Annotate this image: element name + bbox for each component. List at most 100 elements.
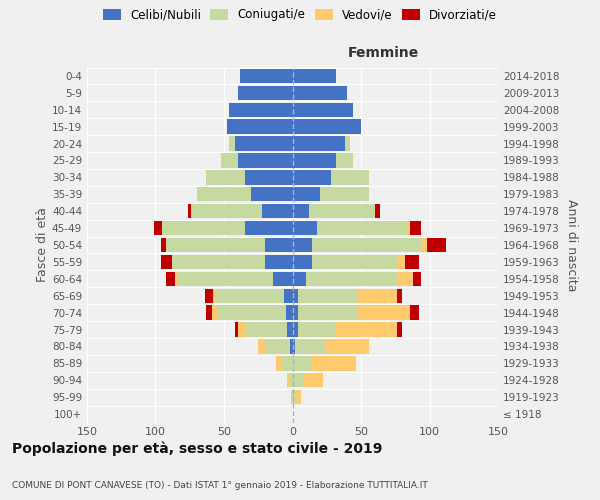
Bar [235, 322, 238, 336]
Bar [287, 322, 293, 336]
Bar [191, 204, 262, 218]
Bar [298, 322, 337, 336]
Bar [258, 339, 265, 353]
Bar [311, 356, 356, 370]
Bar [238, 322, 246, 336]
Bar [286, 306, 293, 320]
Bar [293, 86, 347, 100]
Bar [407, 221, 410, 236]
Bar [317, 221, 407, 236]
Bar [293, 221, 317, 236]
Bar [344, 136, 350, 151]
Bar [216, 288, 284, 303]
Bar [284, 288, 293, 303]
Bar [238, 154, 293, 168]
Y-axis label: Fasce di età: Fasce di età [36, 208, 49, 282]
Bar [397, 322, 402, 336]
Text: COMUNE DI PONT CANAVESE (TO) - Dati ISTAT 1° gennaio 2019 - Elaborazione TUTTITA: COMUNE DI PONT CANAVESE (TO) - Dati ISTA… [12, 480, 428, 490]
Bar [161, 238, 166, 252]
Bar [251, 187, 293, 202]
Bar [293, 154, 337, 168]
Bar [163, 221, 245, 236]
Bar [293, 356, 311, 370]
Bar [325, 339, 369, 353]
Bar [298, 306, 358, 320]
Bar [175, 272, 178, 286]
Bar [421, 238, 427, 252]
Bar [290, 339, 293, 353]
Bar [304, 373, 323, 388]
Bar [309, 204, 375, 218]
Bar [265, 238, 293, 252]
Bar [205, 288, 213, 303]
Bar [287, 373, 290, 388]
Bar [276, 356, 281, 370]
Bar [281, 356, 293, 370]
Y-axis label: Anni di nascita: Anni di nascita [565, 198, 578, 291]
Text: Femmine: Femmine [347, 46, 419, 60]
Bar [217, 306, 286, 320]
Bar [246, 322, 287, 336]
Bar [213, 288, 216, 303]
Bar [241, 69, 293, 83]
Bar [293, 136, 344, 151]
Bar [212, 306, 217, 320]
Bar [375, 204, 380, 218]
Bar [229, 136, 235, 151]
Bar [293, 187, 320, 202]
Bar [245, 170, 293, 184]
Bar [206, 306, 212, 320]
Bar [293, 306, 298, 320]
Bar [293, 69, 337, 83]
Bar [166, 238, 265, 252]
Bar [221, 154, 238, 168]
Bar [293, 170, 331, 184]
Bar [293, 390, 295, 404]
Bar [427, 238, 446, 252]
Bar [265, 339, 290, 353]
Bar [337, 322, 397, 336]
Bar [331, 170, 369, 184]
Bar [197, 187, 251, 202]
Bar [405, 254, 419, 269]
Bar [188, 204, 191, 218]
Bar [206, 170, 245, 184]
Bar [293, 204, 309, 218]
Bar [229, 102, 293, 117]
Bar [306, 272, 397, 286]
Bar [293, 102, 353, 117]
Bar [262, 204, 293, 218]
Bar [295, 339, 325, 353]
Bar [290, 373, 293, 388]
Bar [298, 288, 358, 303]
Bar [166, 272, 175, 286]
Bar [311, 238, 421, 252]
Bar [291, 390, 293, 404]
Bar [337, 154, 353, 168]
Bar [238, 86, 293, 100]
Bar [293, 339, 295, 353]
Bar [320, 187, 369, 202]
Bar [245, 221, 293, 236]
Bar [265, 254, 293, 269]
Bar [293, 272, 306, 286]
Bar [293, 238, 311, 252]
Bar [235, 136, 293, 151]
Bar [274, 272, 293, 286]
Bar [293, 288, 298, 303]
Bar [293, 254, 311, 269]
Bar [397, 272, 413, 286]
Bar [295, 390, 301, 404]
Bar [178, 272, 274, 286]
Bar [397, 288, 402, 303]
Bar [293, 373, 304, 388]
Bar [154, 221, 163, 236]
Bar [161, 254, 172, 269]
Bar [397, 254, 405, 269]
Bar [293, 322, 298, 336]
Bar [410, 306, 419, 320]
Bar [410, 221, 421, 236]
Bar [293, 120, 361, 134]
Legend: Celibi/Nubili, Coniugati/e, Vedovi/e, Divorziati/e: Celibi/Nubili, Coniugati/e, Vedovi/e, Di… [103, 8, 497, 22]
Text: Popolazione per età, sesso e stato civile - 2019: Popolazione per età, sesso e stato civil… [12, 441, 382, 456]
